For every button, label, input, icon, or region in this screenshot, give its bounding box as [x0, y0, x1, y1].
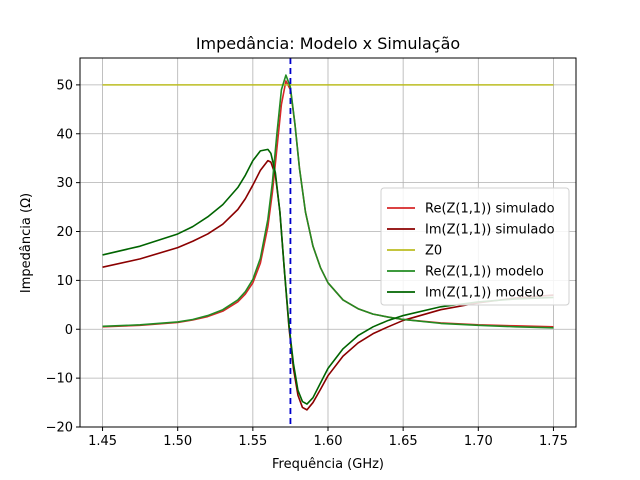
y-tick-label: −10 — [46, 372, 73, 387]
legend-entry-label: Re(Z(1,1)) simulado — [425, 202, 555, 217]
y-tick-label: −20 — [46, 421, 73, 436]
x-tick-label: 1.60 — [314, 434, 343, 449]
y-tick-label: 20 — [56, 225, 73, 240]
y-tick-label: 30 — [56, 176, 73, 191]
legend-box — [380, 187, 570, 306]
legend-entry-label: Z0 — [425, 244, 442, 259]
legend-entry-label: Re(Z(1,1)) modelo — [425, 265, 544, 280]
x-tick-label: 1.65 — [389, 434, 418, 449]
series-line-4 — [102, 74, 554, 329]
x-tick-label: 1.75 — [539, 434, 568, 449]
x-tick-label: 1.55 — [238, 434, 267, 449]
y-axis-ticks: −20 −10 0 10 20 30 40 50 — [46, 78, 80, 436]
x-tick-label: 1.45 — [88, 434, 117, 449]
y-axis-label: Impedância (Ω) — [19, 193, 34, 293]
y-tick-label: 10 — [56, 274, 73, 289]
x-tick-label: 1.50 — [163, 434, 192, 449]
x-tick-label: 1.70 — [464, 434, 493, 449]
x-axis-ticks: 1.45 1.50 1.55 1.60 1.65 1.70 1.75 — [88, 427, 568, 449]
chart-title: Impedância: Modelo x Simulação — [196, 34, 460, 53]
legend: Re(Z(1,1)) simulado Im(Z(1,1)) simulado Z0… — [380, 187, 570, 306]
x-axis-label: Frequência (GHz) — [272, 457, 384, 472]
y-tick-label: 40 — [56, 127, 73, 142]
y-tick-label: 50 — [56, 78, 73, 93]
legend-entry-label: Im(Z(1,1)) simulado — [425, 223, 555, 238]
legend-entry-label: Im(Z(1,1)) modelo — [425, 286, 544, 301]
y-tick-label: 0 — [65, 323, 73, 338]
plot-lines — [102, 58, 554, 427]
